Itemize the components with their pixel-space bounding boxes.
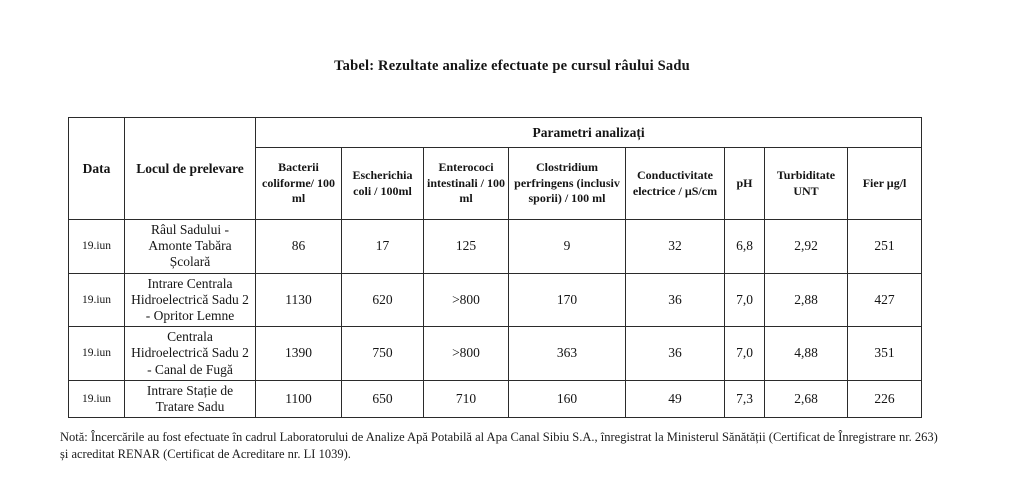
value-cell: 160 xyxy=(508,379,626,419)
column-header-ph: pH xyxy=(724,147,765,220)
date-cell: 19.iun xyxy=(68,219,125,274)
value-cell: 7,0 xyxy=(724,326,765,381)
value-cell: 710 xyxy=(423,379,509,419)
page-title: Tabel: Rezultate analize efectuate pe cu… xyxy=(334,58,690,74)
value-cell: 36 xyxy=(625,326,725,381)
value-cell: 32 xyxy=(625,219,725,274)
sampling-location-cell: Râul Sadului - Amonte Tabăra Școlară xyxy=(124,219,256,274)
value-cell: 49 xyxy=(625,379,725,419)
header-row-group: Data Locul de prelevare Parametri analiz… xyxy=(68,117,923,220)
date-cell: 19.iun xyxy=(68,272,125,328)
value-cell: 650 xyxy=(341,379,424,419)
value-cell: 251 xyxy=(846,219,923,274)
value-cell: 9 xyxy=(508,219,626,274)
value-cell: 7,3 xyxy=(724,379,765,419)
value-cell: 6,8 xyxy=(724,219,765,274)
column-header-iron: Fier µg/l xyxy=(846,147,923,220)
table-row: 19.iun Intrare Centrala Hidroelectrică S… xyxy=(68,272,923,328)
column-header-intestinal-enterococci: Enterococi intestinali / 100 ml xyxy=(423,147,509,220)
column-header-turbidity: Turbiditate UNT xyxy=(764,147,848,220)
results-table: Data Locul de prelevare Parametri analiz… xyxy=(68,117,923,419)
sampling-location-cell: Intrare Centrala Hidroelectrică Sadu 2 -… xyxy=(124,272,256,328)
footnote: Notă: Încercările au fost efectuate în c… xyxy=(60,430,938,461)
table-row: 19.iun Intrare Stație de Tratare Sadu 11… xyxy=(68,379,923,419)
value-cell: 2,88 xyxy=(764,272,848,328)
value-cell: 125 xyxy=(423,219,509,274)
column-header-clostridium-perfringens: Clostridium perfringens (inclusiv sporii… xyxy=(508,147,626,220)
sampling-location-cell: Intrare Stație de Tratare Sadu xyxy=(124,379,256,419)
column-group-header-parameters: Parametri analizați xyxy=(254,117,923,148)
value-cell: 4,88 xyxy=(764,326,848,381)
value-cell: >800 xyxy=(423,272,509,328)
value-cell: 427 xyxy=(846,272,923,328)
value-cell: 1130 xyxy=(255,272,342,328)
value-cell: 170 xyxy=(508,272,626,328)
date-cell: 19.iun xyxy=(68,326,125,381)
value-cell: >800 xyxy=(423,326,509,381)
column-header-data: Data xyxy=(68,117,125,220)
column-header-escherichia-coli: Escherichia coli / 100ml xyxy=(341,147,424,220)
column-header-location: Locul de prelevare xyxy=(124,117,256,220)
value-cell: 36 xyxy=(625,272,725,328)
value-cell: 2,92 xyxy=(764,219,848,274)
table-row: 19.iun Centrala Hidroelectrică Sadu 2 - … xyxy=(68,326,923,381)
value-cell: 1100 xyxy=(255,379,342,419)
value-cell: 750 xyxy=(341,326,424,381)
header-row-parameters: Bacterii coliforme/ 100 ml Escherichia c… xyxy=(69,147,923,220)
value-cell: 363 xyxy=(508,326,626,381)
table-row: 19.iun Râul Sadului - Amonte Tabăra Școl… xyxy=(68,219,923,274)
value-cell: 351 xyxy=(846,326,923,381)
sampling-location-cell: Centrala Hidroelectrică Sadu 2 - Canal d… xyxy=(124,326,256,381)
column-header-conductivity: Conductivitate electrice / µS/cm xyxy=(625,147,725,220)
date-cell: 19.iun xyxy=(68,379,125,419)
value-cell: 1390 xyxy=(255,326,342,381)
value-cell: 7,0 xyxy=(724,272,765,328)
value-cell: 620 xyxy=(341,272,424,328)
value-cell: 2,68 xyxy=(764,379,848,419)
value-cell: 86 xyxy=(255,219,342,274)
value-cell: 17 xyxy=(341,219,424,274)
value-cell: 226 xyxy=(846,379,923,419)
column-header-coliform-bacteria: Bacterii coliforme/ 100 ml xyxy=(255,147,342,220)
